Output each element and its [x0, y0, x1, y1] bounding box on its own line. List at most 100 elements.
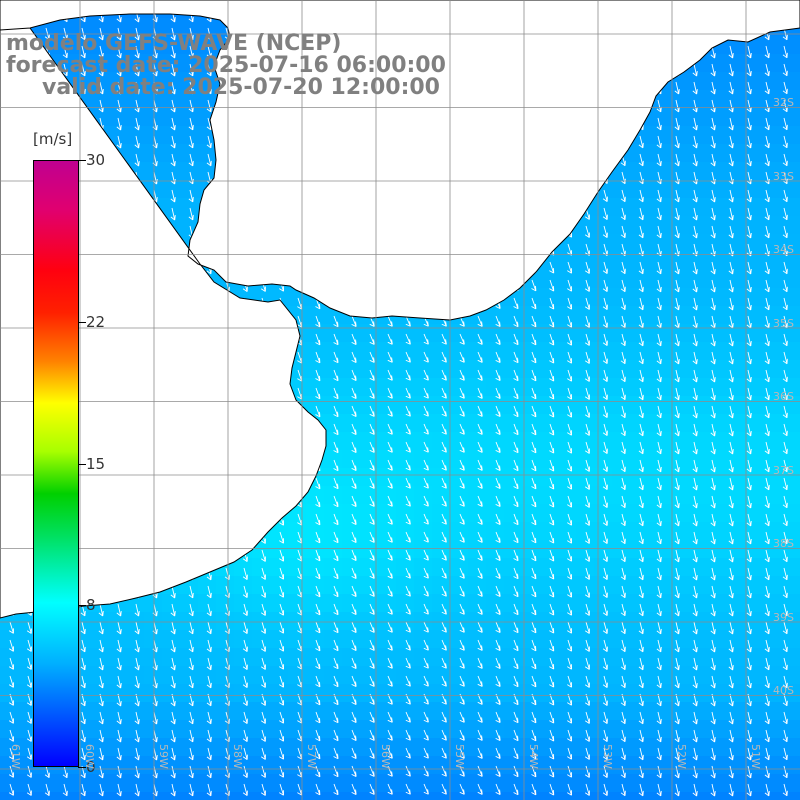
field-cell [648, 414, 666, 432]
field-cell [180, 72, 198, 90]
field-cell [414, 702, 432, 720]
field-cell [414, 360, 432, 378]
wind-arrow [620, 207, 626, 221]
field-cell [684, 90, 702, 108]
field-cell [90, 774, 108, 792]
field-cell [576, 432, 594, 450]
field-cell [594, 198, 612, 216]
field-cell [684, 414, 702, 432]
field-cell [180, 612, 198, 630]
field-cell [180, 594, 198, 612]
field-cell [378, 342, 396, 360]
field-cell [540, 738, 558, 756]
field-cell [540, 414, 558, 432]
field-cell [684, 450, 702, 468]
field-cell [630, 450, 648, 468]
field-cell [108, 54, 126, 72]
wind-arrow [656, 135, 662, 149]
field-cell [792, 90, 800, 108]
field-cell [270, 522, 288, 540]
field-cell [486, 666, 504, 684]
field-cell [486, 558, 504, 576]
field-cell [630, 306, 648, 324]
wind-arrow [188, 153, 194, 167]
field-cell [738, 486, 756, 504]
field-cell [684, 180, 702, 198]
field-cell [630, 630, 648, 648]
field-cell [720, 306, 738, 324]
field-cell [702, 540, 720, 558]
field-cell [306, 792, 324, 800]
field-cell [774, 774, 792, 792]
field-cell [738, 720, 756, 738]
field-cell [198, 36, 216, 54]
field-cell [234, 720, 252, 738]
field-cell [540, 594, 558, 612]
field-cell [90, 18, 108, 36]
field-cell [252, 558, 270, 576]
field-cell [576, 594, 594, 612]
field-cell [738, 666, 756, 684]
field-cell [576, 270, 594, 288]
latitude-label: 37S [773, 463, 794, 477]
field-cell [360, 486, 378, 504]
field-cell [648, 342, 666, 360]
field-cell [396, 396, 414, 414]
field-cell [468, 666, 486, 684]
wind-arrow [134, 45, 140, 59]
field-cell [684, 252, 702, 270]
field-cell [414, 324, 432, 342]
field-cell [756, 774, 774, 792]
field-cell [594, 378, 612, 396]
field-cell [450, 414, 468, 432]
wind-arrow [782, 135, 788, 149]
latitude-label: 34S [773, 243, 794, 256]
wind-arrow [170, 45, 176, 59]
field-cell [702, 180, 720, 198]
field-cell [450, 360, 468, 378]
field-cell [540, 702, 558, 720]
field-cell [324, 792, 342, 800]
field-cell [792, 792, 800, 800]
field-cell [558, 684, 576, 702]
field-cell [612, 648, 630, 666]
field-cell [792, 756, 800, 774]
field-cell [396, 486, 414, 504]
field-cell [702, 216, 720, 234]
field-cell [738, 648, 756, 666]
wind-arrow [584, 261, 590, 274]
field-cell [324, 522, 342, 540]
field-cell [738, 342, 756, 360]
colorbar-tick-mark [78, 160, 86, 161]
wind-arrow [387, 315, 393, 327]
field-cell [594, 252, 612, 270]
field-cell [756, 666, 774, 684]
field-cell [594, 720, 612, 738]
field-cell [486, 648, 504, 666]
field-cell [684, 612, 702, 630]
field-cell [594, 594, 612, 612]
wind-arrow [692, 99, 698, 113]
wind-arrow [746, 153, 752, 167]
field-cell [666, 198, 684, 216]
field-cell [774, 738, 792, 756]
field-cell [720, 684, 738, 702]
field-cell [252, 630, 270, 648]
field-cell [666, 396, 684, 414]
field-cell [756, 558, 774, 576]
field-cell [360, 576, 378, 594]
field-cell [666, 702, 684, 720]
field-cell [396, 522, 414, 540]
field-cell [774, 216, 792, 234]
wind-arrow [710, 81, 716, 95]
field-cell [108, 72, 126, 90]
field-cell [90, 756, 108, 774]
field-cell [720, 234, 738, 252]
latitude-label: 33S [773, 169, 794, 183]
field-cell [738, 54, 756, 72]
field-cell [486, 342, 504, 360]
field-cell [432, 342, 450, 360]
field-cell [594, 414, 612, 432]
field-cell [702, 504, 720, 522]
